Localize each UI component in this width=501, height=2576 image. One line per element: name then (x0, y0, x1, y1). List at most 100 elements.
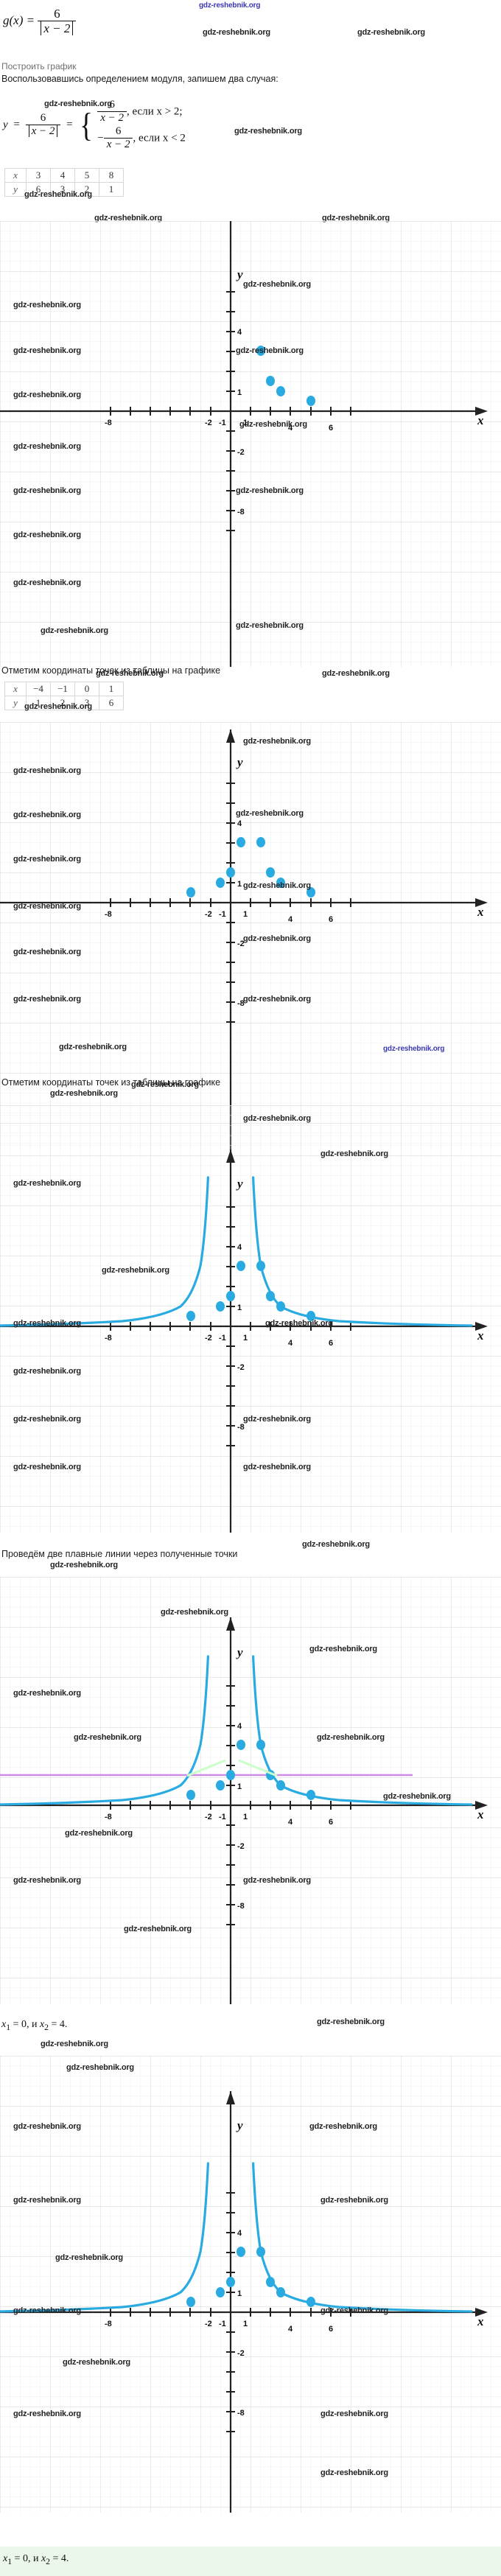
series-1-points (256, 346, 315, 406)
case2-condition: если x < 2 (138, 132, 186, 144)
table2-x-3: 1 (99, 682, 124, 696)
x-tick--1: -1 (219, 2320, 226, 2328)
y-axis-label: y (236, 1645, 243, 1659)
x-axis-ticks (110, 1322, 351, 1331)
y-tick-4: 4 (237, 328, 242, 337)
x-axis-ticks (110, 2308, 351, 2317)
case1-num: 6 (109, 99, 115, 111)
x-axis-ticks (110, 898, 351, 907)
instruction-build: Построить график (1, 61, 77, 71)
axes (0, 221, 488, 667)
curve-right-branch (252, 1176, 473, 1327)
x-tick-6: 6 (329, 1339, 333, 1348)
axes (0, 1149, 488, 1533)
data-point (306, 2297, 315, 2307)
x-tick-1: 1 (243, 1334, 248, 1343)
answer-banner (0, 2547, 501, 2576)
instruction-mark-points-2: Отметим координаты точек из таблицы на г… (1, 1077, 221, 1088)
y-tick-4: 4 (237, 1722, 242, 1731)
y-tick-4: 4 (237, 1243, 242, 1252)
y-tick-1: 1 (237, 880, 242, 889)
x-tick-6: 6 (329, 1818, 333, 1827)
table1-x-0: 3 (26, 168, 51, 183)
y-tick--2: -2 (237, 1842, 245, 1851)
x-tick--2: -2 (205, 2320, 212, 2328)
data-point (237, 1740, 245, 1750)
x-axis-label: x (477, 1807, 484, 1821)
x-axis-label: x (477, 1329, 484, 1343)
x-tick-4: 4 (288, 1339, 293, 1348)
y-tick--8: -8 (237, 999, 245, 1008)
table-row: y 6 3 2 1 (4, 182, 124, 197)
x-tick-4: 4 (288, 915, 293, 924)
case2-num: 6 (115, 125, 122, 137)
y-axis-label: y (236, 267, 243, 281)
watermark: gdz-reshebnik.org (317, 2017, 385, 2026)
data-point (256, 1740, 265, 1750)
curve-left-branch (0, 2162, 209, 2313)
watermark: gdz-reshebnik.org (50, 1561, 118, 1569)
x-tick--2: -2 (205, 910, 212, 919)
y-tick-1: 1 (237, 2289, 242, 2298)
grid-background (0, 2056, 501, 2513)
grid-background (0, 1577, 501, 2004)
table2-x-2: 0 (74, 682, 99, 696)
instruction-mark-points-1: Отметим координаты точек из таблицы на г… (1, 665, 221, 676)
series-2-points (186, 837, 245, 897)
fraction-numerator: 6 (40, 112, 46, 124)
y-tick--8: -8 (237, 1423, 245, 1432)
x-tick--8: -8 (105, 2320, 112, 2328)
case1-den: x − 2 (97, 111, 127, 125)
data-point (216, 2287, 225, 2297)
curve-left-branch (0, 1176, 209, 1327)
series-2-points (186, 1740, 245, 1800)
series-2-points (186, 2247, 245, 2307)
y-axis-label: y (236, 2118, 243, 2132)
data-point (256, 346, 265, 356)
data-point (186, 1311, 195, 1321)
x-tick--1: -1 (219, 419, 226, 427)
data-point (237, 2247, 245, 2257)
x-axis-ticks (110, 407, 351, 416)
watermark: gdz-reshebnik.org (322, 669, 390, 678)
y-axis-label: y (236, 1177, 243, 1191)
values-table-1: x 3 4 5 8 y 6 3 2 1 (4, 168, 124, 197)
data-point (237, 837, 245, 847)
y-tick--8: -8 (237, 1902, 245, 1911)
data-point (276, 2287, 285, 2297)
case1-fraction: 6 x − 2 (97, 99, 127, 125)
function-label: g(x) = (3, 13, 35, 28)
x-tick-6: 6 (329, 915, 333, 924)
table2-x-label: x (4, 682, 27, 696)
table1-y-2: 2 (74, 182, 99, 197)
grid-background (0, 722, 501, 1149)
graph-panel-5: y x -8 -2 -1 1 4 6 4 1 -2 -8 (0, 2056, 501, 2513)
data-point (186, 1790, 195, 1800)
table-row: x −4 −1 0 1 (4, 682, 124, 696)
data-point (266, 376, 275, 386)
data-point (306, 887, 315, 897)
watermark: gdz-reshebnik.org (234, 127, 302, 136)
data-point (256, 2247, 265, 2257)
series-1-points (256, 837, 315, 897)
data-point (276, 878, 285, 888)
curve-right-branch (252, 1655, 473, 1806)
piecewise-case-2: − 6 x − 2 , если x < 2 (97, 125, 186, 150)
y-tick--2: -2 (237, 1363, 245, 1372)
x-tick--8: -8 (105, 419, 112, 427)
data-point (186, 2297, 195, 2307)
fraction: 6 x − 2 (38, 7, 77, 35)
data-point (266, 1291, 275, 1301)
y-tick--2: -2 (237, 939, 245, 948)
series-1-points (256, 1261, 315, 1321)
table-row: y 1 2 3 6 (4, 696, 124, 710)
table1-y-0: 6 (26, 182, 51, 197)
table2-x-1: −1 (50, 682, 75, 696)
data-point (226, 1291, 235, 1301)
y-tick-1: 1 (237, 1782, 242, 1791)
instruction-smooth-lines: Проведём две плавные линии через получен… (1, 1549, 238, 1559)
y-tick--2: -2 (237, 448, 245, 457)
table2-y-3: 6 (99, 696, 124, 710)
series-1-points (256, 2247, 315, 2307)
